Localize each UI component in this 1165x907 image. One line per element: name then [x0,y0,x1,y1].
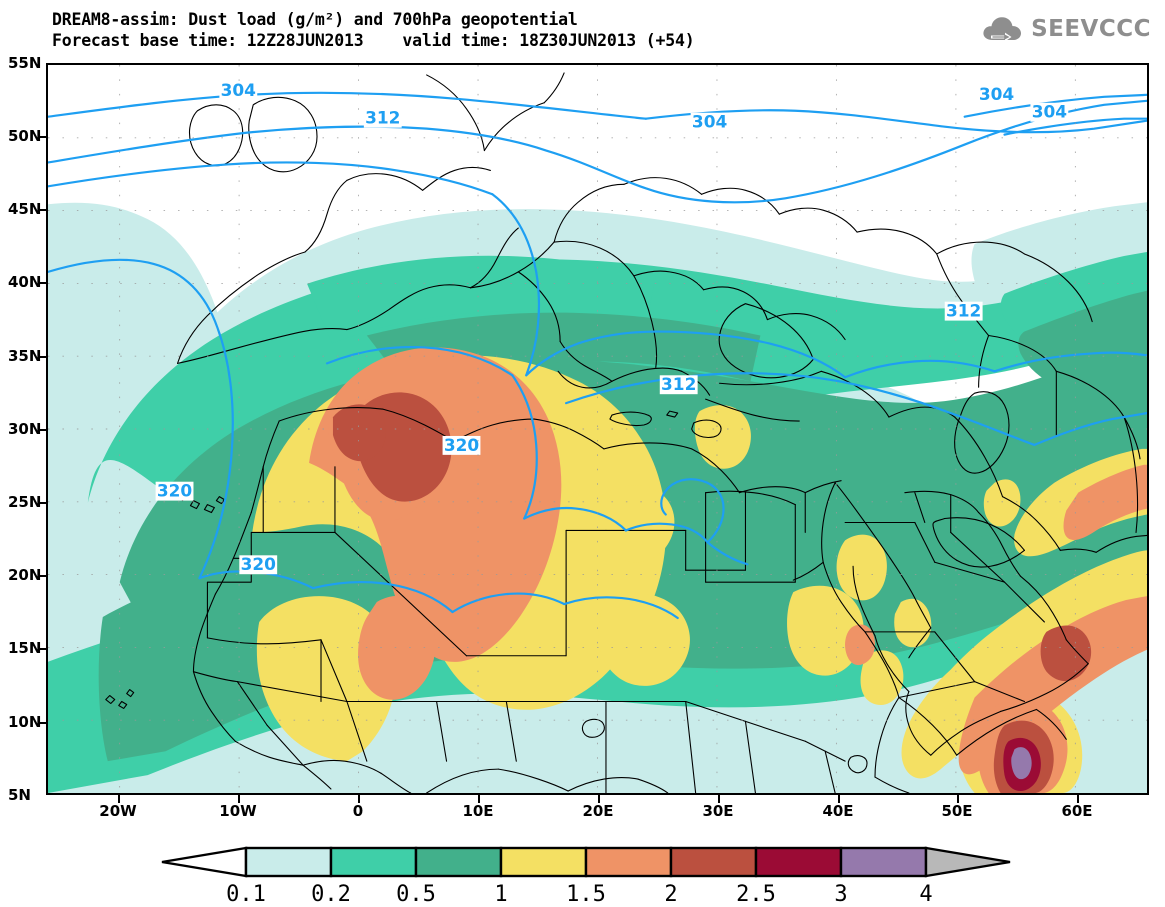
x-tick-label: 20W [99,802,137,820]
x-tick-label: 10W [219,802,257,820]
colorbar-cell-4 [584,846,673,878]
y-tick-label: 35N [8,347,42,365]
dust-band-3 [1011,747,1032,780]
chart-header: DREAM8-assim: Dust load (g/m²) and 700hP… [0,0,1165,63]
dust-load-map: 304 304 304 304 312 312 312 320 320 320 [48,65,1147,793]
chart-subtitle: Forecast base time: 12Z28JUN2013 valid t… [52,31,695,50]
title-block: DREAM8-assim: Dust load (g/m²) and 700hP… [52,9,695,51]
lat-lon-gridlines [48,65,1147,793]
cloud-arrow-icon [983,17,1022,42]
svg-text:304: 304 [221,80,256,100]
colorbar-tick-label: 2 [664,882,678,907]
colorbar-over-arrow [924,846,1011,878]
svg-text:320: 320 [444,435,479,455]
colorbar-tick-label: 0.1 [226,882,266,907]
svg-text:304: 304 [979,84,1014,104]
colorbar-tick-label: 0.2 [311,882,351,907]
svg-text:312: 312 [661,374,696,394]
x-tick-label: 60E [1061,802,1093,820]
y-tick-label: 40N [8,273,42,291]
colorbar-cell-1 [329,846,418,878]
x-tick-label: 0 [352,802,364,820]
y-tick-label: 10N [8,713,42,731]
colorbar-labels: 0.1 0.2 0.5 1 1.5 2 2.5 3 4 [0,882,1165,907]
svg-text:304: 304 [1032,102,1067,122]
colorbar-tick-label: 0.5 [396,882,436,907]
colorbar-tick-label: 4 [919,882,933,907]
x-tick-label: 30E [702,802,734,820]
chart-title: DREAM8-assim: Dust load (g/m²) and 700hP… [52,10,578,29]
x-tick-label: 40E [822,802,854,820]
colorbar-tick-label: 1 [494,882,508,907]
colorbar-cell-2 [414,846,503,878]
colorbar-cell-5 [669,846,758,878]
colorbar-tick-label: 3 [834,882,848,907]
y-tick-label: 45N [8,200,42,218]
seevccc-logo: SEEVCCC [980,14,1151,44]
x-tick-label: 50E [941,802,973,820]
svg-text:304: 304 [692,112,727,132]
y-tick-label: 20N [8,566,42,584]
colorbar-cell-3 [499,846,588,878]
y-tick-label: 5N [8,786,31,804]
geopotential-contours [48,91,1147,620]
logo-text: SEEVCCC [1031,16,1151,42]
colorbar-tick-label: 2.5 [736,882,776,907]
contour-labels: 304 304 304 304 312 312 312 320 320 320 [155,80,1069,574]
y-tick-label: 15N [8,639,42,657]
map-plot-area[interactable]: 304 304 304 304 312 312 312 320 320 320 [46,63,1149,795]
colorbar-swatches [161,846,1011,878]
colorbar-cell-6 [754,846,843,878]
x-tick-label: 10E [462,802,494,820]
y-tick-label: 30N [8,420,42,438]
colorbar-under-arrow [161,846,248,878]
colorbar-cell-7 [839,846,928,878]
svg-text:312: 312 [946,301,981,321]
y-tick-label: 50N [8,127,42,145]
x-tick-label: 20E [582,802,614,820]
y-tick-label: 25N [8,493,42,511]
colorbar-cell-0 [244,846,333,878]
svg-text:320: 320 [157,481,192,501]
colorbar[interactable] [160,845,1012,879]
svg-text:312: 312 [365,108,400,128]
colorbar-tick-label: 1.5 [566,882,606,907]
svg-text:320: 320 [241,554,276,574]
